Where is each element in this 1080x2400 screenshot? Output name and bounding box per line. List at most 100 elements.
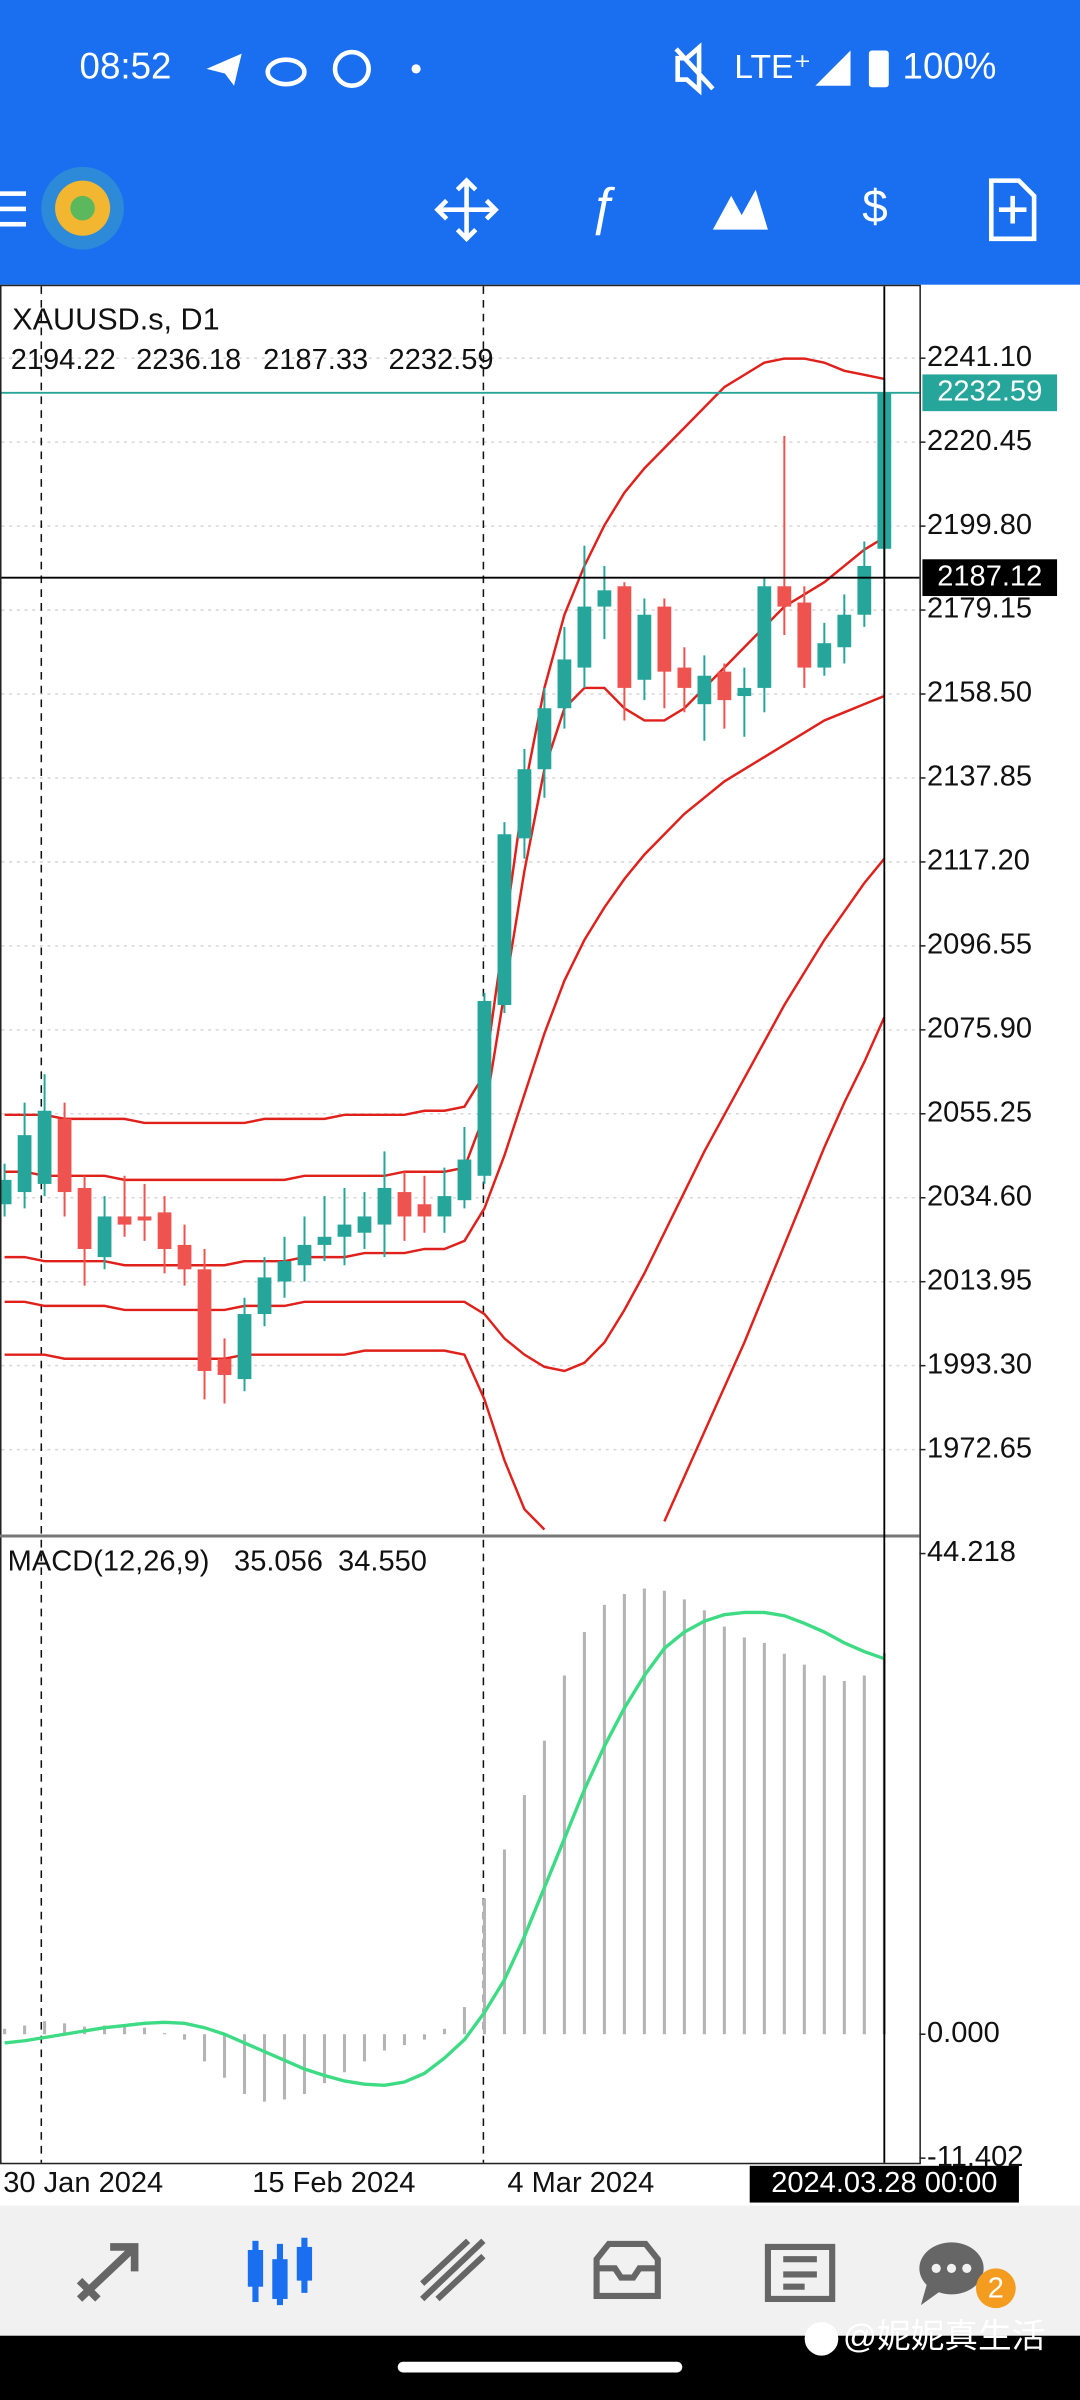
- candle-body: [617, 586, 632, 688]
- ohlc-header: 2194.22 2236.18 2187.33 2232.59: [11, 344, 494, 376]
- bottom-nav: [0, 2205, 1080, 2336]
- candle-body: [137, 1216, 152, 1221]
- macd-bar: [682, 1599, 686, 2035]
- ohlc-close: 2232.59: [389, 344, 494, 376]
- macd-bar: [782, 1653, 786, 2035]
- macd-bar: [422, 2034, 426, 2040]
- candle-body: [837, 614, 852, 648]
- y-tick-label: 2241.10: [927, 341, 1032, 373]
- macd-bar: [482, 1898, 486, 2035]
- macd-bar: [742, 1637, 746, 2035]
- y-tick-label: 2199.80: [927, 509, 1032, 541]
- macd-header: MACD(12,26,9) 35.056 34.550: [8, 1545, 427, 1577]
- candle-body: [217, 1358, 232, 1376]
- y-tick-label: 2179.15: [927, 593, 1032, 625]
- y-tick-label: 2117.20: [927, 845, 1030, 877]
- candle-body: [477, 1000, 492, 1176]
- status-icon: [332, 49, 371, 89]
- macd-bar: [662, 1590, 666, 2035]
- candle-body: [277, 1261, 292, 1282]
- y-tick-label: 2055.25: [927, 1096, 1032, 1128]
- y-tick-label: 2034.60: [927, 1180, 1032, 1212]
- y-tick-label: 44.218: [927, 1536, 1016, 1568]
- candle-body: [377, 1187, 392, 1225]
- ohlc-low: 2187.33: [263, 344, 368, 376]
- symbol-title: XAUUSD.s, D1: [12, 303, 219, 337]
- overlay: 2241.10 2220.45 2199.80 2179.15 2158.50 2137.…: [1, 286, 1058, 2203]
- nav-messages[interactable]: [919, 2242, 984, 2306]
- macd-title: MACD(12,26,9): [8, 1545, 210, 1577]
- x-tick-label: 30 Jan 2024: [3, 2167, 163, 2199]
- macd-bar: [502, 1849, 506, 2035]
- candle-body: [577, 606, 592, 668]
- ohlc-high: 2236.18: [136, 344, 241, 376]
- macd-bar: [103, 2025, 107, 2035]
- macd-signal-value: 34.550: [338, 1545, 427, 1577]
- macd-bar: [722, 1626, 726, 2035]
- app-bar: [0, 0, 1080, 285]
- candle-body: [817, 643, 832, 668]
- macd-bar: [402, 2034, 406, 2046]
- candle-body: [357, 1216, 372, 1233]
- home-indicator[interactable]: [397, 2361, 683, 2373]
- macd-bar: [23, 2025, 27, 2035]
- new-order-button[interactable]: [988, 178, 1037, 242]
- watermark-icon: [804, 2321, 839, 2356]
- ohlc-open: 2194.22: [11, 344, 116, 376]
- nav-history[interactable]: [593, 2240, 661, 2299]
- nav-trade[interactable]: [420, 2238, 486, 2302]
- nav-quotes[interactable]: [76, 2243, 139, 2302]
- y-tick-label: 0.000: [927, 2017, 1000, 2049]
- candle-body: [77, 1187, 92, 1249]
- candle-body: [97, 1216, 112, 1258]
- status-network: LTE⁺: [734, 49, 811, 86]
- crosshair-price-label: 2187.12: [937, 560, 1042, 592]
- macd-bar: [322, 2034, 327, 2084]
- candle-body: [697, 675, 712, 705]
- macd-bar: [562, 1675, 566, 2035]
- status-icon: [206, 53, 242, 86]
- macd-main-value: 35.056: [234, 1545, 323, 1577]
- candle-body: [857, 565, 872, 615]
- candle-body: [677, 667, 692, 688]
- indicators-button[interactable]: ƒ: [588, 177, 617, 235]
- macd-bar: [462, 2007, 466, 2035]
- chart-frame: [0, 284, 921, 2165]
- last-price-box: [922, 374, 1058, 412]
- macd-bar: [622, 1593, 626, 2035]
- y-tick-label: 2013.95: [927, 1264, 1032, 1296]
- menu-button[interactable]: [0, 191, 27, 227]
- move-button[interactable]: [434, 177, 499, 243]
- badge: [975, 2268, 1016, 2309]
- macd-bar: [802, 1664, 806, 2035]
- candle-body: [457, 1159, 472, 1201]
- app-logo[interactable]: [41, 166, 124, 250]
- candle-body: [157, 1212, 172, 1249]
- x-tick-label: 4 Mar 2024: [507, 2167, 654, 2199]
- macd-bar: [222, 2034, 227, 2078]
- candle-body: [337, 1224, 352, 1237]
- candle-body: [597, 590, 612, 607]
- objects-button[interactable]: [712, 189, 768, 230]
- macd-bar: [762, 1642, 766, 2035]
- status-icon: [411, 64, 421, 74]
- macd-bar: [202, 2034, 207, 2062]
- price-pane: [1, 357, 892, 1531]
- nav-news[interactable]: [764, 2243, 836, 2303]
- candle-body: [297, 1244, 312, 1266]
- badge-count: 2: [988, 2272, 1004, 2304]
- trade-button[interactable]: $: [862, 180, 888, 232]
- candle-body: [657, 606, 672, 672]
- candle-body: [497, 834, 512, 1006]
- macd-bar: [342, 2034, 347, 2073]
- signal-icon: [815, 50, 851, 86]
- macd-bar: [822, 1675, 826, 2035]
- nav-chart[interactable]: [247, 2237, 313, 2306]
- macd-bar: [282, 2034, 287, 2100]
- candle-body: [17, 1135, 32, 1193]
- signal-line: [4, 1610, 885, 2087]
- macd-bar: [43, 2021, 47, 2035]
- macd-bar: [242, 2034, 247, 2095]
- macd-bar: [63, 2023, 67, 2035]
- candle-body: [1, 1179, 12, 1205]
